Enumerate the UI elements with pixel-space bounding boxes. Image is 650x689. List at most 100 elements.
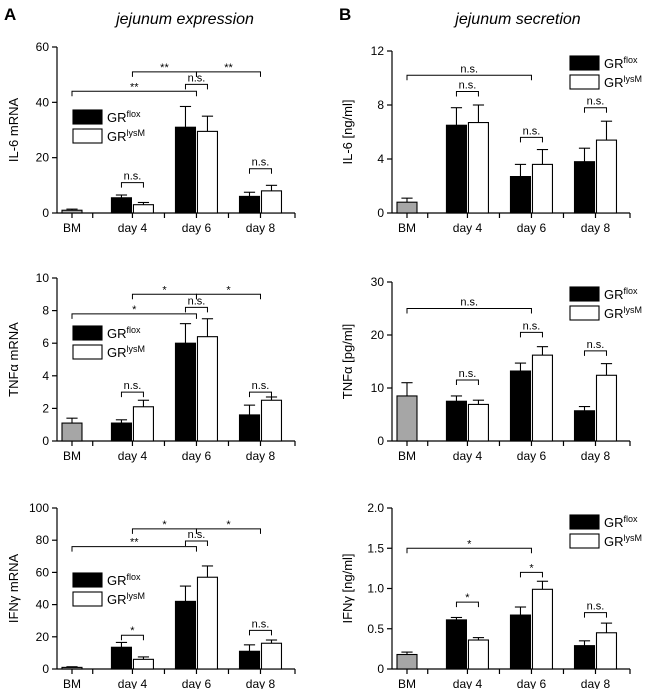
- legend-label-grlysm: GRlysM: [604, 305, 642, 321]
- significance-label: *: [162, 519, 167, 531]
- significance-bracket: [248, 168, 272, 174]
- significance-label: n.s.: [124, 380, 142, 392]
- significance-bracket: [583, 612, 607, 618]
- x-tick-label: BM: [63, 221, 81, 235]
- legend-swatch-grflox: [569, 514, 600, 530]
- x-tick-label: day 8: [246, 677, 276, 689]
- significance-bracket: [455, 379, 479, 386]
- bar-grflox: [174, 600, 197, 670]
- x-tick-label: day 4: [118, 449, 148, 463]
- significance-bracket: [195, 71, 261, 77]
- bar-bm: [61, 666, 83, 670]
- significance-label: n.s.: [252, 380, 270, 392]
- x-tick-label: BM: [398, 449, 416, 463]
- significance-label: *: [465, 592, 470, 604]
- legend-label-grflox: GRflox: [604, 514, 638, 530]
- significance-label: *: [132, 304, 137, 316]
- y-axis-label: IFNγ mRNA: [6, 554, 21, 624]
- significance-label: n.s.: [460, 297, 478, 309]
- significance-label: n.s.: [587, 96, 605, 108]
- y-tick-label: 80: [36, 533, 50, 547]
- bar-bm: [396, 653, 418, 670]
- bar-grflox: [509, 176, 532, 214]
- legend-swatch-grflox: [72, 109, 103, 125]
- y-tick-label: 1.0: [367, 582, 384, 596]
- significance-label: n.s.: [587, 339, 605, 351]
- panel-letter-b: B: [339, 5, 351, 24]
- significance-bracket: [120, 391, 144, 398]
- bar-grlysm: [595, 139, 618, 214]
- y-tick-label: 0: [42, 662, 49, 676]
- significance-label: n.s.: [459, 80, 477, 92]
- significance-label: n.s.: [124, 171, 142, 183]
- bar-grlysm: [531, 163, 554, 214]
- y-tick-label: 20: [36, 151, 50, 165]
- bar-grflox: [238, 195, 261, 214]
- significance-label: *: [226, 519, 231, 531]
- bar-bm: [396, 201, 418, 214]
- legend-swatch-grflox: [569, 286, 600, 302]
- significance-bracket: [195, 528, 261, 534]
- column-title-secretion: jejunum secretion: [453, 11, 581, 28]
- legend-label-grflox: GRflox: [107, 572, 141, 588]
- significance-bracket: [184, 540, 208, 547]
- significance-label: **: [130, 537, 139, 549]
- legend-label-grlysm: GRlysM: [604, 533, 642, 549]
- significance-bracket: [248, 391, 272, 398]
- significance-bracket: [248, 629, 272, 636]
- y-tick-label: 10: [36, 271, 50, 285]
- significance-label: **: [130, 81, 139, 93]
- y-tick-label: 8: [42, 304, 49, 318]
- bar-grflox: [573, 645, 596, 670]
- y-tick-label: 0: [377, 434, 384, 448]
- bar-grlysm: [196, 336, 219, 442]
- legend-label-grlysm: GRlysM: [604, 74, 642, 90]
- significance-label: n.s.: [523, 320, 541, 332]
- x-tick-label: BM: [398, 221, 416, 235]
- bar-grlysm: [531, 354, 554, 442]
- y-tick-label: 0.5: [367, 622, 384, 636]
- significance-label: *: [226, 284, 231, 296]
- y-tick-label: 20: [36, 630, 50, 644]
- significance-bracket: [455, 91, 479, 97]
- x-tick-label: day 8: [581, 677, 611, 689]
- y-axis-label: IL-6 mRNA: [6, 98, 21, 163]
- significance-label: *: [467, 538, 472, 550]
- significance-bracket: [184, 306, 208, 313]
- bar-grflox: [445, 124, 467, 214]
- significance-bracket: [120, 634, 144, 641]
- legend-swatch-grflox: [569, 55, 600, 71]
- y-tick-label: 8: [377, 98, 384, 112]
- bar-bm: [61, 209, 83, 214]
- legend-swatch-grflox: [72, 325, 103, 341]
- bar-grlysm: [196, 130, 219, 214]
- y-tick-label: 0: [377, 662, 384, 676]
- significance-label: **: [224, 62, 233, 74]
- legend-label-grflox: GRflox: [604, 286, 638, 302]
- chart-tnfa-mrna: 0 2 4 6 8 10 BM day 4 day 6 day 8 TNFα mRNA * * * n.s.…: [6, 271, 296, 463]
- bar-grlysm: [531, 588, 554, 670]
- significance-bracket: [120, 182, 144, 188]
- chart-tnfa-secretion: 0 10 20 30 BM day 4 day 6 day 8 TNFα [pg/ml] n.s.…: [340, 275, 642, 463]
- significance-bracket: [583, 350, 607, 356]
- significance-label: n.s.: [460, 63, 478, 75]
- significance-bracket: [195, 293, 261, 300]
- bar-grlysm: [132, 658, 154, 670]
- significance-bracket: [519, 571, 543, 578]
- bar-grlysm: [260, 642, 283, 670]
- bar-grlysm: [467, 639, 489, 670]
- y-axis-label: IL-6 [ng/ml]: [340, 99, 355, 164]
- bar-grlysm: [132, 406, 154, 442]
- significance-label: *: [130, 625, 135, 637]
- chart-il6-secretion: 0 4 8 12 BM day 4 day 6 day 8 IL-6 [ng/ml] n.s. n.…: [340, 44, 642, 235]
- bar-grflox: [238, 650, 261, 670]
- y-tick-label: 2.0: [367, 501, 384, 515]
- bar-grlysm: [595, 632, 618, 670]
- x-tick-label: day 4: [453, 449, 483, 463]
- x-tick-label: BM: [63, 677, 81, 689]
- y-tick-label: 40: [36, 95, 50, 109]
- bar-grflox: [174, 126, 197, 214]
